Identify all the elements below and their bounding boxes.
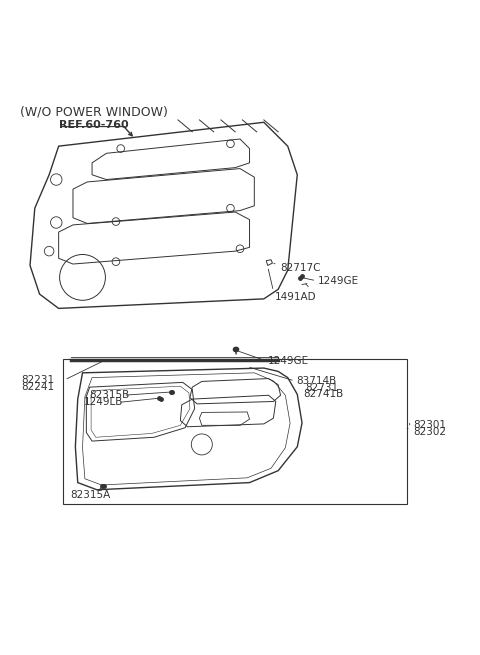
Text: 1491AD: 1491AD [275, 292, 316, 302]
Text: 82731: 82731 [305, 383, 338, 392]
Text: 82741B: 82741B [303, 389, 344, 400]
Text: 82315B: 82315B [90, 390, 130, 400]
Text: (W/O POWER WINDOW): (W/O POWER WINDOW) [21, 105, 168, 119]
Text: 1249GE: 1249GE [268, 356, 309, 366]
Text: 1249GE: 1249GE [318, 276, 359, 286]
Text: REF.60-760: REF.60-760 [59, 120, 128, 130]
Text: 82302: 82302 [413, 427, 446, 437]
Text: 82717C: 82717C [274, 263, 321, 273]
Text: 82241: 82241 [22, 382, 55, 392]
Text: 82315A: 82315A [71, 489, 111, 500]
Text: 82301: 82301 [413, 421, 446, 430]
Text: 1249LB: 1249LB [84, 398, 123, 407]
Bar [63, 358, 407, 504]
Text: 83714B: 83714B [296, 376, 336, 386]
Text: 82231: 82231 [22, 375, 55, 385]
